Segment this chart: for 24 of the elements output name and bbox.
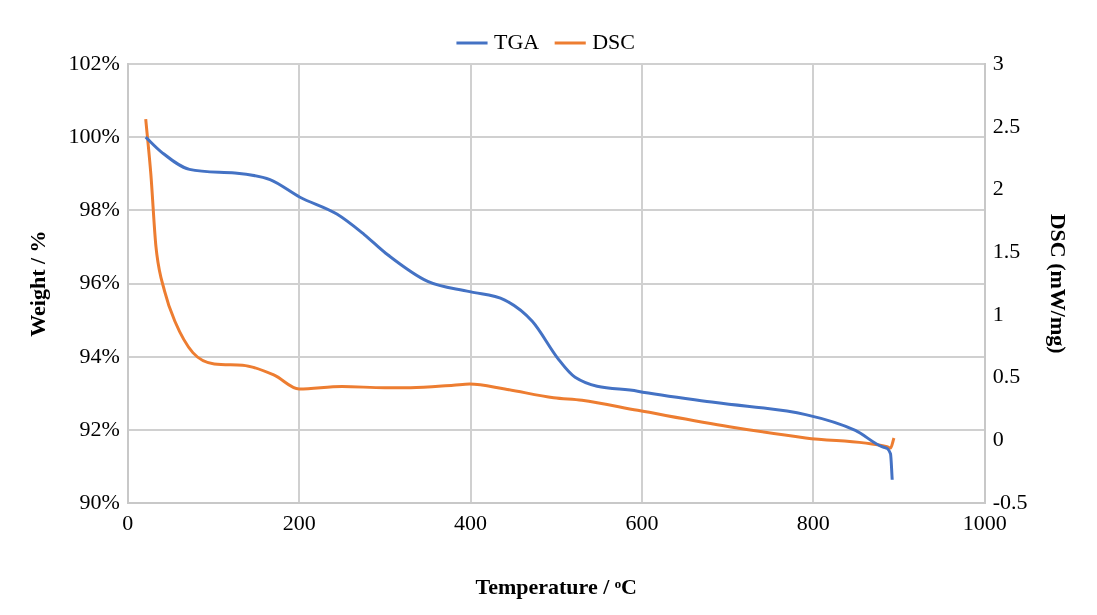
x-tick-label: 0	[122, 510, 134, 536]
y2-tick-label: 2	[992, 175, 1004, 201]
y-tick-label: 96%	[79, 269, 120, 295]
y-tick-label: 90%	[79, 488, 120, 514]
y2-tick-label: 1.5	[992, 238, 1021, 264]
x-tick-label: 600	[625, 510, 659, 536]
y2-tick-label: 2.5	[992, 112, 1021, 138]
y-axis-title: Weight / %	[24, 230, 50, 337]
y-tick-label: 102%	[68, 49, 120, 75]
x-tick-label: 800	[796, 510, 830, 536]
y-tick-label: 92%	[79, 415, 120, 441]
y2-tick-label: 0	[992, 426, 1004, 452]
y-tick-label: 100%	[68, 122, 120, 148]
x-axis-title: Temperature / ᵒC	[475, 574, 638, 600]
y2-tick-label: 1	[992, 300, 1004, 326]
y2-tick-label: 0.5	[992, 363, 1021, 389]
y2-axis-title: DSC (mW/mg)	[1046, 213, 1072, 354]
legend-label: DSC	[592, 28, 636, 54]
x-tick-label: 200	[282, 510, 316, 536]
y-tick-label: 98%	[79, 196, 120, 222]
y2-tick-label: 3	[992, 49, 1004, 75]
legend-label: TGA	[493, 28, 540, 54]
y-tick-label: 94%	[79, 342, 120, 368]
x-tick-label: 400	[454, 510, 488, 536]
